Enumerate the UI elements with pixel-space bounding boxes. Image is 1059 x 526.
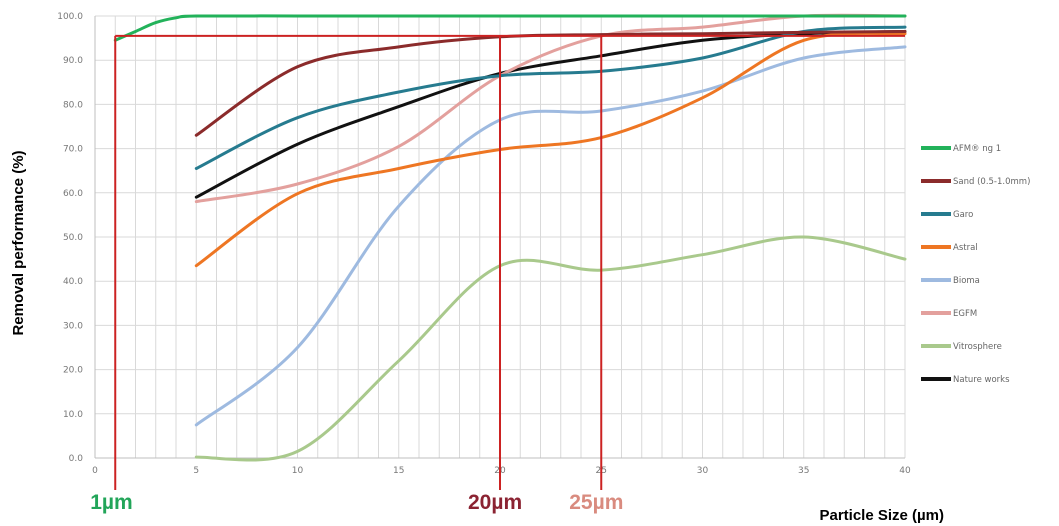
legend: AFM® ng 1 Sand (0.5-1.0mm) Garo Astral Bioma…: [921, 144, 1030, 385]
legend-label: Nature works: [953, 375, 1010, 385]
y-tick-label: 10.0: [63, 410, 83, 420]
series-line-astral: [194, 31, 907, 268]
axes: 0.0 10.0 20.0 30.0 40.0 50.0 60.0 70.0 80.0 90.0 1…: [57, 12, 911, 476]
y-tick-label: 20.0: [63, 366, 83, 376]
legend-label: Astral: [953, 243, 978, 253]
x-axis-label: Particle Size (µm): [819, 507, 944, 524]
x-tick-label: 10: [292, 466, 304, 476]
y-tick-label: 30.0: [63, 321, 83, 331]
series-line-sand-0-5-1-0mm: [194, 30, 907, 137]
x-tick-label: 35: [798, 466, 809, 476]
marker-label: 25µm: [569, 491, 623, 514]
marker-label: 20µm: [468, 491, 522, 514]
series-line-vitrosphere: [194, 235, 907, 462]
y-tick-label: 40.0: [63, 277, 83, 287]
y-tick-label: 90.0: [63, 56, 83, 66]
legend-label: AFM® ng 1: [953, 144, 1001, 154]
legend-label: Sand (0.5-1.0mm): [953, 177, 1030, 187]
series-line-bioma: [194, 45, 907, 427]
y-tick-label: 0.0: [69, 454, 84, 464]
legend-label: Vitrosphere: [953, 342, 1002, 352]
y-axis-label: Removal performance (%): [10, 150, 27, 335]
x-tick-label: 0: [92, 466, 98, 476]
series-line-afm-ng-1: [113, 14, 907, 42]
legend-label: EGFM: [953, 309, 977, 319]
annotations: 1µm 20µm 25µm: [90, 34, 905, 514]
series-lines: [113, 13, 907, 462]
legend-label: Bioma: [953, 276, 980, 286]
series-line-garo: [194, 25, 907, 170]
y-tick-label: 50.0: [63, 233, 83, 243]
y-tick-label: 60.0: [63, 189, 83, 199]
x-tick-label: 5: [193, 466, 199, 476]
y-tick-label: 100.0: [57, 12, 83, 22]
y-tick-label: 70.0: [63, 145, 83, 155]
x-tick-label: 30: [697, 466, 709, 476]
legend-label: Garo: [953, 210, 973, 220]
marker-label: 1µm: [90, 491, 132, 514]
x-tick-label: 15: [393, 466, 404, 476]
x-tick-label: 40: [899, 466, 911, 476]
y-tick-label: 80.0: [63, 100, 83, 110]
